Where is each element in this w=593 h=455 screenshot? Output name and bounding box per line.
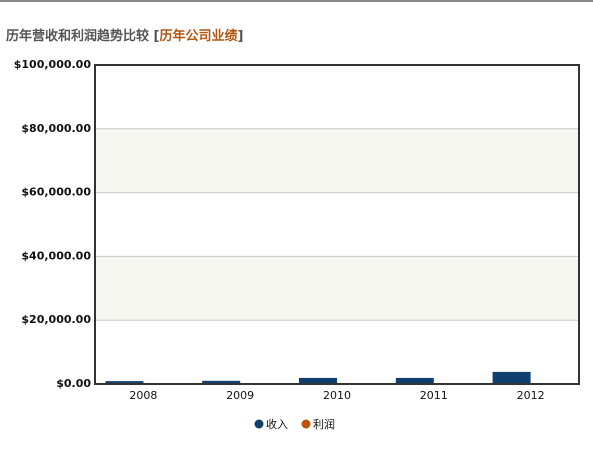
- grid-band: [95, 129, 579, 193]
- x-tick-label: 2011: [420, 389, 448, 402]
- chart-title: 历年营收和利润趋势比较 [历年公司业绩]: [6, 28, 243, 44]
- y-tick-label: $20,000.00: [21, 313, 91, 326]
- title-text: 历年营收和利润趋势比较 [: [6, 28, 160, 44]
- title-end: ]: [237, 29, 243, 44]
- legend-marker: [255, 420, 264, 429]
- legend-marker: [302, 420, 311, 429]
- title-link[interactable]: 历年公司业绩: [159, 28, 237, 44]
- x-tick-label: 2009: [226, 389, 254, 402]
- y-tick-label: $100,000.00: [14, 58, 92, 71]
- y-tick-label: $80,000.00: [21, 122, 91, 135]
- legend-label[interactable]: 收入: [266, 417, 288, 431]
- legend-label[interactable]: 利润: [313, 417, 335, 431]
- x-tick-label: 2008: [129, 389, 157, 402]
- bar: [493, 372, 531, 384]
- x-tick-label: 2010: [323, 389, 351, 402]
- y-tick-label: $40,000.00: [21, 249, 91, 262]
- x-tick-label: 2012: [517, 389, 545, 402]
- grid-band: [95, 256, 579, 320]
- y-tick-label: $60,000.00: [21, 186, 91, 199]
- y-tick-label: $0.00: [56, 377, 91, 390]
- plot-border: [95, 65, 579, 384]
